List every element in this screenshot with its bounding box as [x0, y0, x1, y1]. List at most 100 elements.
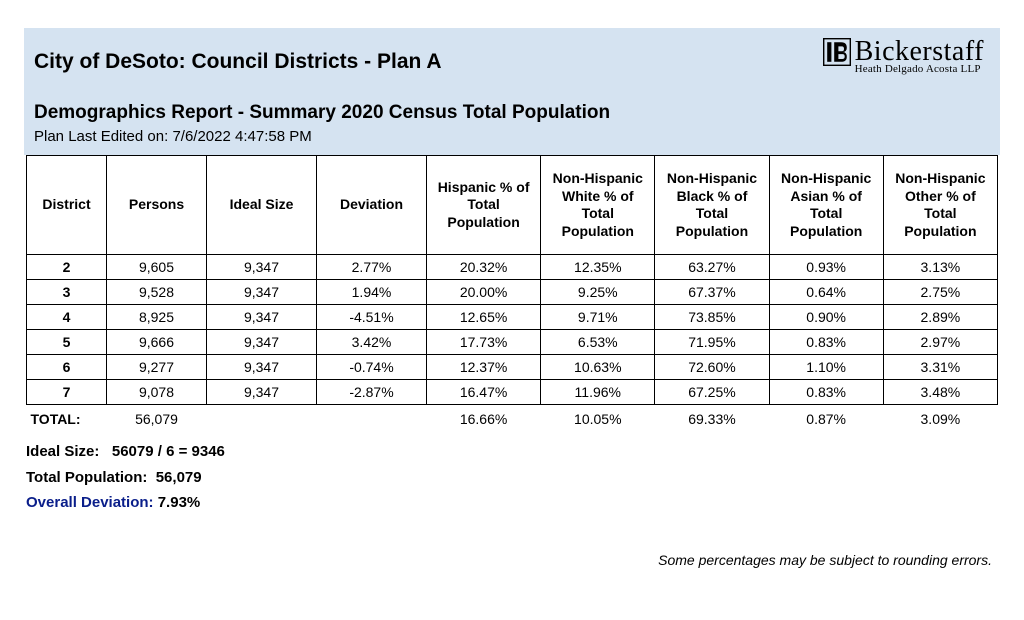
cell-other: 2.89%: [883, 305, 997, 330]
cell-black: 63.27%: [655, 255, 769, 280]
table-header: District Persons Ideal Size Deviation Hi…: [27, 156, 998, 255]
cell-dev: 1.94%: [317, 280, 427, 305]
cell-black: 72.60%: [655, 355, 769, 380]
cell-other: 3.31%: [883, 355, 997, 380]
totals-row: TOTAL: 56,079 16.66% 10.05% 69.33% 0.87%…: [27, 405, 998, 432]
rounding-footnote: Some percentages may be subject to round…: [658, 552, 992, 568]
col-persons: Persons: [107, 156, 207, 255]
cell-black: 71.95%: [655, 330, 769, 355]
cell-district: 7: [27, 380, 107, 405]
total-pop-label: Total Population:: [26, 469, 156, 486]
cell-asian: 0.83%: [769, 380, 883, 405]
last-edited: Plan Last Edited on: 7/6/2022 4:47:58 PM: [34, 128, 990, 145]
totals-asian: 0.87%: [769, 405, 883, 432]
last-edited-label: Plan Last Edited on:: [34, 128, 172, 145]
cell-black: 73.85%: [655, 305, 769, 330]
overall-dev-label: Overall Deviation:: [26, 494, 158, 511]
totals-label: TOTAL:: [27, 405, 107, 432]
cell-other: 2.75%: [883, 280, 997, 305]
cell-white: 9.25%: [541, 280, 655, 305]
cell-district: 3: [27, 280, 107, 305]
report-subtitle: Demographics Report - Summary 2020 Censu…: [34, 102, 990, 124]
logo-row: Bickerstaff: [823, 38, 984, 66]
col-ideal: Ideal Size: [207, 156, 317, 255]
totals-other: 3.09%: [883, 405, 997, 432]
cell-district: 2: [27, 255, 107, 280]
cell-other: 3.48%: [883, 380, 997, 405]
cell-white: 6.53%: [541, 330, 655, 355]
totals-white: 10.05%: [541, 405, 655, 432]
col-black: Non-Hispanic Black % of Total Population: [655, 156, 769, 255]
cell-ideal: 9,347: [207, 280, 317, 305]
cell-asian: 0.93%: [769, 255, 883, 280]
table-row: 5 9,666 9,347 3.42% 17.73% 6.53% 71.95% …: [27, 330, 998, 355]
cell-dev: -2.87%: [317, 380, 427, 405]
ideal-size-label: Ideal Size:: [26, 443, 112, 460]
cell-persons: 9,666: [107, 330, 207, 355]
cell-hisp: 17.73%: [427, 330, 541, 355]
table-row: 6 9,277 9,347 -0.74% 12.37% 10.63% 72.60…: [27, 355, 998, 380]
cell-asian: 0.90%: [769, 305, 883, 330]
col-district: District: [27, 156, 107, 255]
col-hispanic: Hispanic % of Total Population: [427, 156, 541, 255]
cell-black: 67.25%: [655, 380, 769, 405]
firm-logo: Bickerstaff Heath Delgado Acosta LLP: [823, 38, 984, 75]
cell-hisp: 20.00%: [427, 280, 541, 305]
logo-subtext: Heath Delgado Acosta LLP: [855, 64, 984, 75]
cell-hisp: 20.32%: [427, 255, 541, 280]
totals-blank: [207, 405, 317, 432]
cell-dev: 3.42%: [317, 330, 427, 355]
bickerstaff-logo-icon: [823, 38, 851, 66]
cell-asian: 0.83%: [769, 330, 883, 355]
ideal-size-value: 56079 / 6 = 9346: [112, 443, 225, 460]
col-other: Non-Hispanic Other % of Total Population: [883, 156, 997, 255]
cell-white: 9.71%: [541, 305, 655, 330]
totals-black: 69.33%: [655, 405, 769, 432]
cell-hisp: 12.37%: [427, 355, 541, 380]
cell-ideal: 9,347: [207, 355, 317, 380]
total-pop-row: Total Population: 56,079: [26, 465, 998, 491]
cell-ideal: 9,347: [207, 330, 317, 355]
totals-hispanic: 16.66%: [427, 405, 541, 432]
cell-persons: 9,078: [107, 380, 207, 405]
cell-district: 6: [27, 355, 107, 380]
cell-district: 5: [27, 330, 107, 355]
cell-persons: 8,925: [107, 305, 207, 330]
cell-other: 3.13%: [883, 255, 997, 280]
cell-hisp: 12.65%: [427, 305, 541, 330]
totals-blank: [317, 405, 427, 432]
demographics-table: District Persons Ideal Size Deviation Hi…: [26, 155, 998, 431]
table-row: 7 9,078 9,347 -2.87% 16.47% 11.96% 67.25…: [27, 380, 998, 405]
cell-dev: -4.51%: [317, 305, 427, 330]
table-body: 2 9,605 9,347 2.77% 20.32% 12.35% 63.27%…: [27, 255, 998, 432]
cell-district: 4: [27, 305, 107, 330]
col-deviation: Deviation: [317, 156, 427, 255]
cell-other: 2.97%: [883, 330, 997, 355]
overall-dev-row: Overall Deviation: 7.93%: [26, 490, 998, 516]
cell-persons: 9,528: [107, 280, 207, 305]
header-band: Bickerstaff Heath Delgado Acosta LLP Cit…: [24, 28, 1000, 155]
cell-white: 10.63%: [541, 355, 655, 380]
col-asian: Non-Hispanic Asian % of Total Population: [769, 156, 883, 255]
cell-ideal: 9,347: [207, 305, 317, 330]
table-header-row: District Persons Ideal Size Deviation Hi…: [27, 156, 998, 255]
table-row: 4 8,925 9,347 -4.51% 12.65% 9.71% 73.85%…: [27, 305, 998, 330]
cell-white: 12.35%: [541, 255, 655, 280]
totals-persons: 56,079: [107, 405, 207, 432]
cell-white: 11.96%: [541, 380, 655, 405]
table-row: 2 9,605 9,347 2.77% 20.32% 12.35% 63.27%…: [27, 255, 998, 280]
cell-ideal: 9,347: [207, 380, 317, 405]
col-white: Non-Hispanic White % of Total Population: [541, 156, 655, 255]
total-pop-value: 56,079: [156, 469, 202, 486]
overall-dev-value: 7.93%: [158, 494, 201, 511]
cell-ideal: 9,347: [207, 255, 317, 280]
table-row: 3 9,528 9,347 1.94% 20.00% 9.25% 67.37% …: [27, 280, 998, 305]
cell-asian: 0.64%: [769, 280, 883, 305]
ideal-size-row: Ideal Size: 56079 / 6 = 9346: [26, 439, 998, 465]
cell-dev: -0.74%: [317, 355, 427, 380]
cell-dev: 2.77%: [317, 255, 427, 280]
logo-text: Bickerstaff: [855, 38, 984, 66]
last-edited-value: 7/6/2022 4:47:58 PM: [172, 128, 311, 145]
cell-black: 67.37%: [655, 280, 769, 305]
cell-asian: 1.10%: [769, 355, 883, 380]
